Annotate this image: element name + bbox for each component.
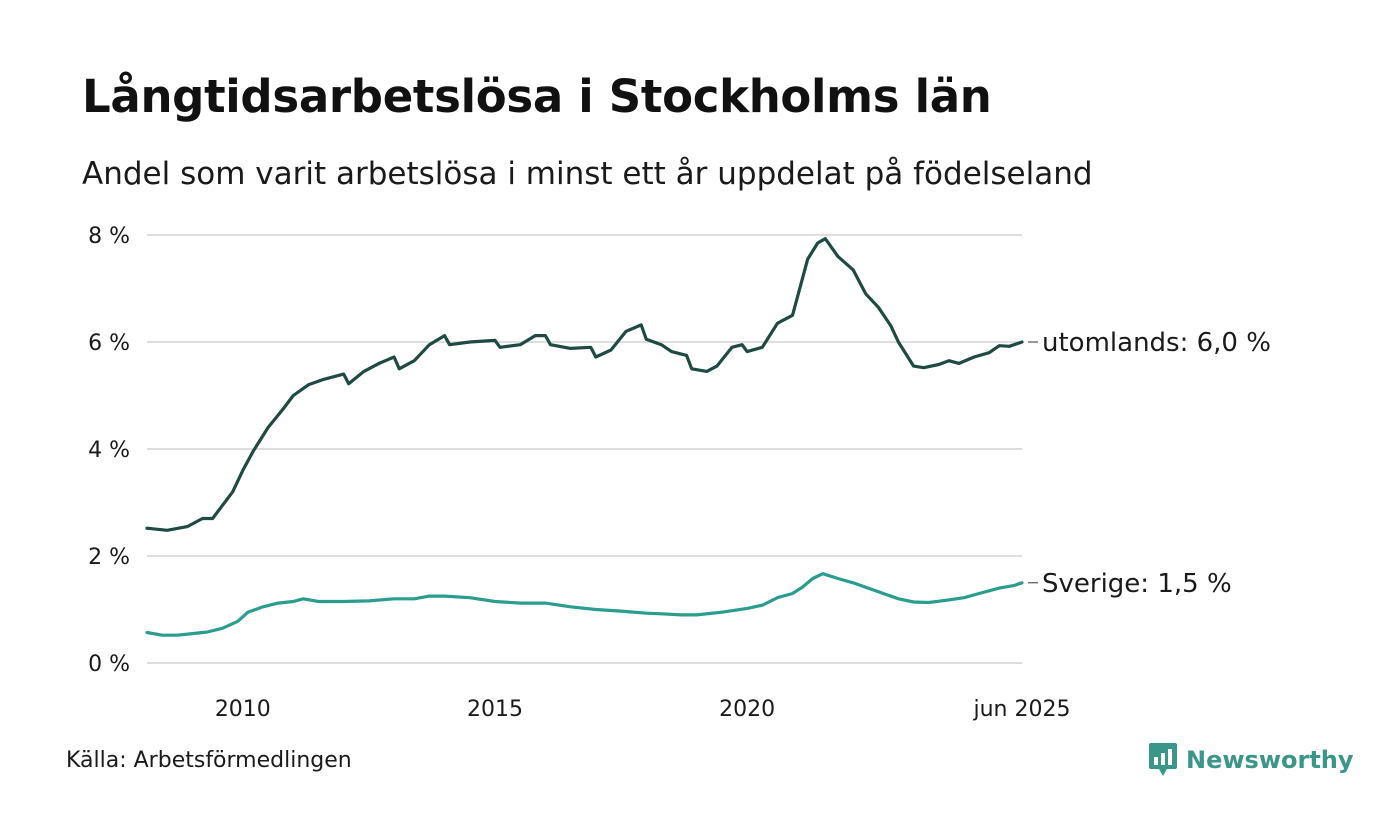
source-note: Källa: Arbetsförmedlingen — [66, 748, 352, 773]
series-line-utomlands — [145, 237, 1024, 532]
chart-subtitle: Andel som varit arbetslösa i minst ett å… — [82, 156, 1093, 192]
x-tick-label: 2015 — [467, 697, 523, 722]
x-tick-label: 2020 — [719, 697, 775, 722]
x-tick-label: jun 2025 — [973, 697, 1071, 722]
x-tick-label: 2010 — [215, 697, 271, 722]
y-tick-label: 8 % — [88, 224, 130, 249]
y-tick-label: 4 % — [88, 438, 130, 463]
end-label-utomlands: utomlands: 6,0 % — [1042, 328, 1271, 358]
end-label-sverige: Sverige: 1,5 % — [1042, 569, 1232, 599]
series-line-sverige — [145, 572, 1024, 637]
chart-title: Långtidsarbetslösa i Stockholms län — [82, 70, 992, 123]
newsworthy-logo-icon — [1149, 743, 1177, 776]
y-tick-label: 2 % — [88, 545, 130, 570]
y-tick-label: 6 % — [88, 331, 130, 356]
brand-logo: Newsworthy — [1148, 742, 1354, 778]
y-tick-label: 0 % — [88, 652, 130, 677]
brand-name: Newsworthy — [1186, 746, 1354, 774]
